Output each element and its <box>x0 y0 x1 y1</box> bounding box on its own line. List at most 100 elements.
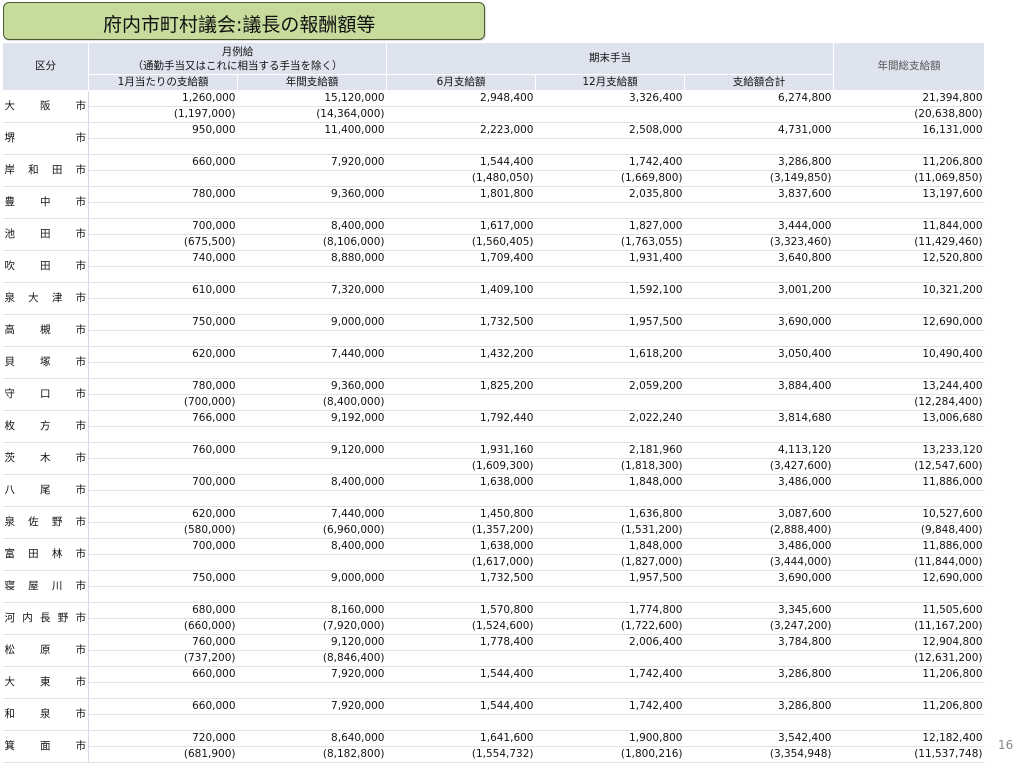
city-name-char: 口 <box>40 388 51 400</box>
city-name-char: 槻 <box>40 324 51 336</box>
header-monthly-group: 月例給 （通勤手当又はこれに相当する手当を除く） <box>88 42 387 75</box>
table-row: 箕 面 市 720,000 8,640,000 1,641,600 1,900,800 3,5… <box>2 730 985 763</box>
sub-value-cell: (6,960,000) <box>237 522 387 539</box>
city-name-char: 田 <box>40 228 51 240</box>
sub-value-cell <box>386 298 536 315</box>
sub-value-cell <box>237 586 387 603</box>
table-header: 区分 月例給 （通勤手当又はこれに相当する手当を除く） 期末手当 年間総支給額 … <box>2 42 985 91</box>
sub-value-cell <box>535 426 685 443</box>
value-cell: 3,087,600 <box>684 506 834 523</box>
value-cell: 2,022,240 <box>535 410 685 427</box>
value-cell: 3,444,000 <box>684 218 834 235</box>
city-name: 箕面市 <box>2 730 89 763</box>
value-cell: 13,233,120 <box>833 442 985 459</box>
city-name: 寝屋川市 <box>2 570 89 603</box>
city-name: 富田林市 <box>2 538 89 571</box>
city-name: 豊中市 <box>2 186 89 219</box>
table-row-sub: (1,617,000) (1,827,000) (3,444,000) (11,844… <box>3 554 985 571</box>
table-row: 泉大津市 610,000 7,320,000 1,409,100 1,592,100 3,… <box>2 282 985 315</box>
sub-value-cell <box>88 330 238 347</box>
sub-value-cell <box>237 330 387 347</box>
value-cell: 1,931,400 <box>535 250 685 267</box>
value-cell: 9,120,000 <box>237 634 387 651</box>
sub-value-cell <box>535 714 685 731</box>
city-name-char: 貝 <box>4 356 16 368</box>
remuneration-table: 区分 月例給 （通勤手当又はこれに相当する手当を除く） 期末手当 年間総支給額 … <box>2 42 985 763</box>
value-cell: 9,192,000 <box>237 410 387 427</box>
sub-value-cell: (12,547,600) <box>833 458 985 475</box>
value-cell: 1,825,200 <box>386 378 536 395</box>
header-col-sum: 支給額合計 <box>684 74 834 91</box>
sub-value-cell: (3,247,200) <box>684 618 834 635</box>
table-row: 池 田 市 700,000 8,400,000 1,617,000 1,827,000 3,4… <box>2 218 985 251</box>
sub-value-cell <box>88 490 238 507</box>
sub-value-cell: (675,500) <box>88 234 238 251</box>
value-cell: 11,844,000 <box>833 218 985 235</box>
sub-value-cell <box>386 202 536 219</box>
table-row: 堺市 950,000 11,400,000 2,223,000 2,508,000 4,7… <box>2 122 985 155</box>
value-cell: 1,450,800 <box>386 506 536 523</box>
sub-value-cell <box>237 138 387 155</box>
sub-value-cell <box>684 682 834 699</box>
sub-value-cell <box>833 586 985 603</box>
table-row: 大 東 市 660,000 7,920,000 1,544,400 1,742,400 3,2… <box>2 666 985 699</box>
value-cell: 15,120,000 <box>237 90 387 107</box>
city-name-char: 市 <box>75 132 87 144</box>
city-name-char: 木 <box>40 452 51 464</box>
sub-value-cell <box>535 298 685 315</box>
sub-value-cell: (1,818,300) <box>535 458 685 475</box>
header-monthly-line2: （通勤手当又はこれに相当する手当を除く） <box>132 59 343 72</box>
sub-value-cell <box>237 298 387 315</box>
header-col-june: 6月支給額 <box>386 74 536 91</box>
sub-value-cell: (9,848,400) <box>833 522 985 539</box>
value-cell: 1,774,800 <box>535 602 685 619</box>
table-row-sub <box>3 682 985 699</box>
sub-value-cell <box>684 106 834 123</box>
city-name-char: 守 <box>4 388 16 400</box>
sub-value-cell <box>386 330 536 347</box>
sub-value-cell: (1,609,300) <box>386 458 536 475</box>
sub-value-cell <box>237 362 387 379</box>
sub-value-cell <box>684 330 834 347</box>
header-term-group: 期末手当 <box>386 42 834 75</box>
city-name-char: 市 <box>75 260 87 272</box>
sub-value-cell <box>88 714 238 731</box>
sub-value-cell: (1,524,600) <box>386 618 536 635</box>
city-name-chars: 池田市 <box>5 227 87 242</box>
city-name-chars: 河内長野市 <box>5 611 87 626</box>
sub-value-cell <box>684 650 834 667</box>
value-cell: 8,880,000 <box>237 250 387 267</box>
city-name-char: 塚 <box>40 356 51 368</box>
city-name: 高槻市 <box>2 314 89 347</box>
city-name-char: 市 <box>75 740 87 752</box>
value-cell: 7,440,000 <box>237 506 387 523</box>
sub-value-cell: (8,846,400) <box>237 650 387 667</box>
sub-value-cell <box>535 394 685 411</box>
value-cell: 8,160,000 <box>237 602 387 619</box>
city-name-char: 中 <box>40 196 51 208</box>
header-col-annual: 年間支給額 <box>237 74 387 91</box>
value-cell: 2,223,000 <box>386 122 536 139</box>
value-cell: 11,206,800 <box>833 698 985 715</box>
value-cell: 1,742,400 <box>535 698 685 715</box>
value-cell: 1,618,200 <box>535 346 685 363</box>
sub-value-cell <box>88 298 238 315</box>
value-cell: 760,000 <box>88 442 238 459</box>
sub-value-cell: (20,638,800) <box>833 106 985 123</box>
value-cell: 3,814,680 <box>684 410 834 427</box>
table-row-sub <box>3 298 985 315</box>
sub-value-cell <box>535 362 685 379</box>
table-row: 大 阪 市 1,260,000 15,120,000 2,948,400 3,326,400… <box>2 90 985 123</box>
table-row-sub <box>3 426 985 443</box>
table-row-sub <box>3 714 985 731</box>
city-name-char: 市 <box>75 452 87 464</box>
value-cell: 740,000 <box>88 250 238 267</box>
city-name-char: 市 <box>75 228 87 240</box>
city-name-char: 津 <box>51 292 63 304</box>
city-name: 大東市 <box>2 666 89 699</box>
city-name-char: 泉 <box>4 292 16 304</box>
sub-value-cell <box>237 170 387 187</box>
city-name-char: 市 <box>75 196 87 208</box>
city-name-char: 豊 <box>4 196 16 208</box>
sub-value-cell <box>684 298 834 315</box>
